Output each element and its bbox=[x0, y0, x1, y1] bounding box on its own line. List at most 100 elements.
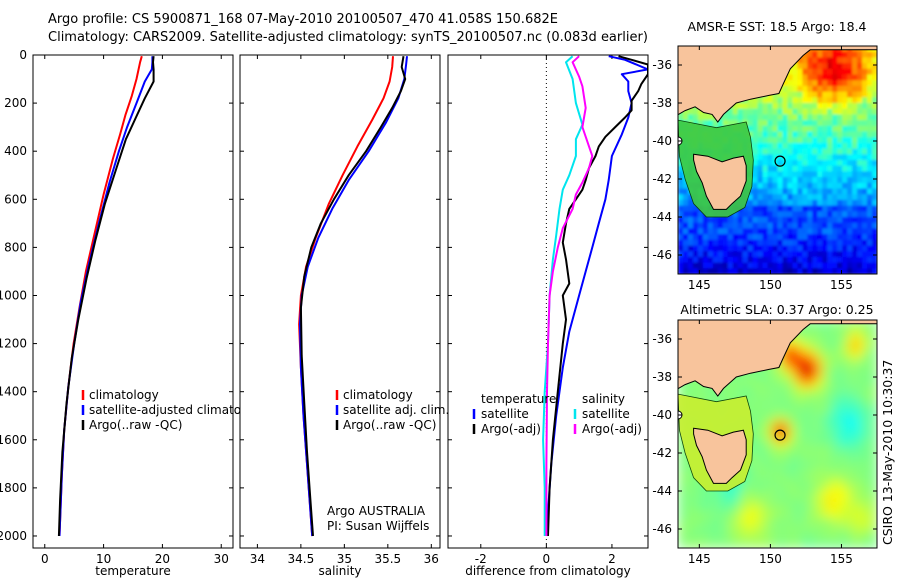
field-cell bbox=[771, 535, 779, 543]
field-cell bbox=[817, 80, 823, 87]
field-cell bbox=[744, 383, 751, 391]
field-cell bbox=[860, 358, 867, 365]
field-cell bbox=[797, 142, 803, 150]
field-cell bbox=[872, 142, 877, 150]
field-cell bbox=[817, 177, 823, 184]
field-cell bbox=[816, 497, 823, 505]
field-cell bbox=[857, 68, 863, 76]
field-cell bbox=[711, 497, 718, 505]
field-cell bbox=[810, 358, 817, 365]
field-cell bbox=[683, 516, 690, 524]
field-cell bbox=[865, 370, 873, 378]
field-cell bbox=[862, 228, 868, 235]
field-cell bbox=[755, 427, 762, 435]
field-cell bbox=[782, 154, 789, 161]
field-cell bbox=[816, 358, 823, 365]
field-cell bbox=[805, 535, 812, 543]
field-cell bbox=[827, 165, 833, 172]
field-cell bbox=[827, 154, 833, 161]
field-cell bbox=[805, 478, 812, 486]
field-cell bbox=[792, 91, 798, 98]
field-cell bbox=[760, 516, 768, 524]
field-cell bbox=[871, 358, 877, 365]
field-cell bbox=[678, 497, 685, 505]
field-cell bbox=[782, 108, 789, 115]
field-cell bbox=[766, 453, 773, 460]
field-cell bbox=[757, 114, 764, 121]
field-cell bbox=[717, 262, 724, 269]
field-cell bbox=[752, 211, 759, 218]
field-cell bbox=[752, 234, 759, 241]
field-cell bbox=[802, 51, 808, 58]
field-cell bbox=[827, 91, 833, 98]
field-cell bbox=[787, 217, 794, 224]
field-cell bbox=[737, 228, 744, 235]
field-cell bbox=[871, 510, 877, 517]
field-cell bbox=[760, 503, 768, 511]
field-cell bbox=[744, 478, 751, 486]
field-cell bbox=[697, 268, 704, 274]
field-cell bbox=[832, 522, 839, 530]
field-cell bbox=[766, 396, 773, 403]
field-cell bbox=[782, 137, 789, 144]
mainland-australia bbox=[678, 46, 877, 123]
field-cell bbox=[682, 262, 689, 269]
field-cell bbox=[872, 51, 877, 58]
field-cell bbox=[812, 160, 818, 167]
field-cell bbox=[737, 103, 744, 110]
field-cell bbox=[807, 211, 813, 218]
field-cell bbox=[867, 114, 873, 121]
field-cell bbox=[857, 160, 863, 167]
field-cell bbox=[842, 251, 848, 258]
field-cell bbox=[842, 68, 848, 76]
field-cell bbox=[843, 364, 850, 372]
field-cell bbox=[738, 535, 745, 543]
field-cell bbox=[817, 182, 823, 190]
field-cell bbox=[797, 74, 803, 81]
field-cell bbox=[762, 131, 769, 138]
field-cell bbox=[797, 91, 803, 98]
field-cell bbox=[852, 114, 858, 121]
field-cell bbox=[871, 415, 877, 422]
argo-position-marker bbox=[774, 429, 786, 441]
field-cell bbox=[857, 268, 863, 274]
field-cell bbox=[783, 491, 790, 498]
field-cell bbox=[799, 415, 806, 422]
field-cell bbox=[777, 177, 784, 184]
field-cell bbox=[810, 541, 817, 548]
field-cell bbox=[865, 383, 873, 391]
y-tick-label: 1200 bbox=[0, 337, 27, 351]
field-cell bbox=[843, 510, 850, 517]
field-cell bbox=[821, 370, 828, 378]
field-cell bbox=[810, 326, 817, 334]
field-cell bbox=[757, 251, 764, 258]
field-cell bbox=[860, 510, 867, 517]
field-cell bbox=[871, 503, 877, 511]
field-cell bbox=[827, 522, 834, 530]
field-cell bbox=[697, 245, 704, 252]
field-cell bbox=[822, 234, 828, 241]
field-cell bbox=[852, 97, 858, 104]
field-cell bbox=[817, 228, 823, 235]
field-cell bbox=[822, 239, 828, 247]
field-cell bbox=[827, 63, 833, 70]
field-cell bbox=[777, 228, 784, 235]
x-tick-label: 30 bbox=[214, 552, 229, 566]
field-cell bbox=[797, 239, 803, 247]
field-cell bbox=[742, 256, 749, 264]
field-cell bbox=[832, 478, 839, 486]
field-cell bbox=[799, 389, 806, 397]
field-cell bbox=[717, 228, 724, 235]
field-cell bbox=[805, 484, 812, 492]
field-cell bbox=[842, 51, 848, 58]
field-cell bbox=[771, 478, 779, 486]
field-cell bbox=[821, 503, 828, 511]
field-cell bbox=[832, 74, 838, 81]
field-cell bbox=[797, 80, 803, 87]
field-cell bbox=[860, 522, 867, 530]
field-cell bbox=[852, 68, 858, 76]
field-cell bbox=[678, 256, 684, 264]
field-cell bbox=[812, 256, 818, 264]
field-cell bbox=[847, 74, 853, 81]
field-cell bbox=[842, 80, 848, 87]
